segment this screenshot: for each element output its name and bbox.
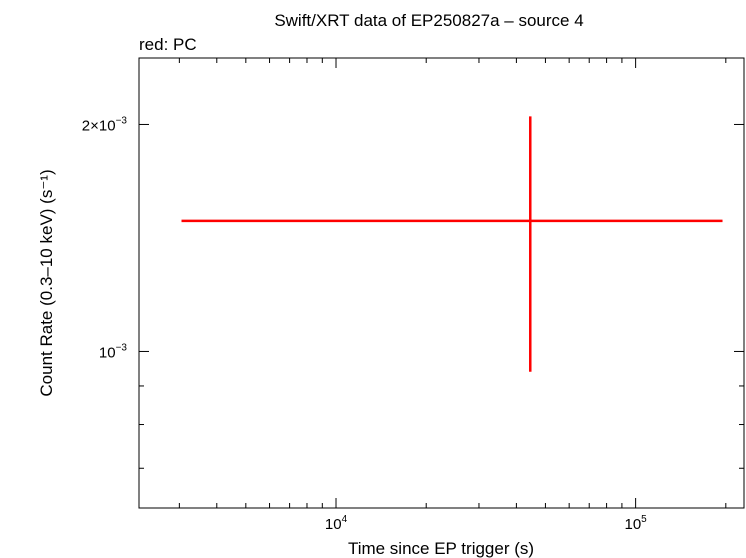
chart-subtitle: red: PC (139, 35, 197, 54)
axis-ticks (139, 58, 744, 508)
y-axis-label: Count Rate (0.3–10 keV) (s⁻¹) (37, 169, 56, 396)
x-tick-label: 104 (325, 514, 348, 533)
axis-tick-labels: 104 105 10−3 2×10−3 (82, 115, 647, 533)
y-tick-label: 10−3 (99, 342, 128, 361)
chart-title: Swift/XRT data of EP250827a – source 4 (274, 11, 583, 30)
plot-frame (138, 57, 745, 509)
data-points (181, 116, 723, 372)
y-tick-label: 2×10−3 (82, 115, 128, 134)
x-axis-label: Time since EP trigger (s) (348, 539, 534, 558)
x-tick-label: 105 (624, 514, 647, 533)
